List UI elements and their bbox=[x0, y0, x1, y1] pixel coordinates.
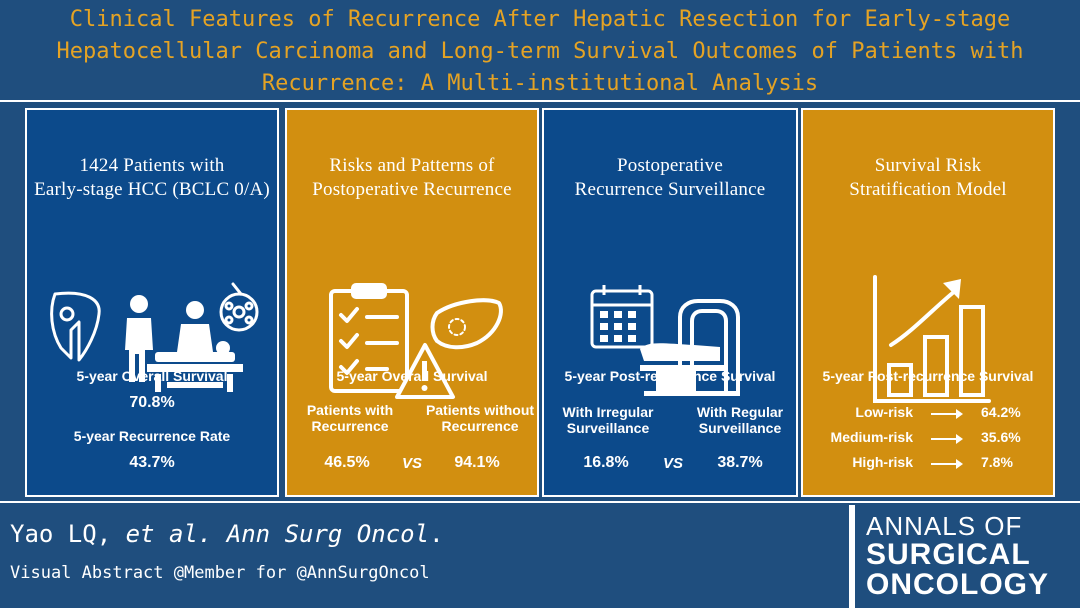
risk-label: Medium-risk bbox=[830, 429, 913, 445]
journal-name-line: ANNALS OF bbox=[866, 511, 1023, 541]
section-heading: 5-year Post-recurrence Survival bbox=[564, 368, 776, 384]
credit-line: Visual Abstract @Member for @AnnSurgOnco… bbox=[10, 563, 430, 583]
risk-row-low: Low-risk 64.2% bbox=[803, 404, 1053, 424]
footer-divider bbox=[849, 505, 855, 608]
arrow-right-icon bbox=[931, 459, 963, 469]
label-line: Surveillance bbox=[566, 420, 650, 436]
label-line: Recurrence bbox=[441, 418, 519, 434]
stat-value: 70.8% bbox=[129, 394, 175, 411]
panel-patients: 1424 Patients with Early-stage HCC (BCLC… bbox=[25, 108, 279, 497]
panel-title-line: Stratification Model bbox=[849, 179, 1007, 200]
risk-value: 35.6% bbox=[981, 429, 1021, 445]
group-label: With Regular Surveillance bbox=[684, 404, 796, 436]
panel-surveillance: Postoperative Recurrence Surveillance bbox=[542, 108, 798, 497]
citation: Yao LQ, et al. Ann Surg Oncol. bbox=[10, 520, 444, 548]
panel-title-line: Postoperative Recurrence bbox=[312, 179, 512, 200]
risk-row-high: High-risk 7.8% bbox=[803, 454, 1053, 474]
stat-label: 5-year Overall Survival bbox=[76, 368, 228, 384]
panel-recurrence-risk: Risks and Patterns of Postoperative Recu… bbox=[285, 108, 539, 497]
panel-title: Survival Risk Stratification Model bbox=[803, 154, 1053, 202]
panel-title: Postoperative Recurrence Surveillance bbox=[544, 154, 796, 202]
panel-title-line: 1424 Patients with bbox=[79, 155, 225, 176]
stat-value: 16.8% bbox=[583, 454, 629, 471]
title-line-2: Hepatocellular Carcinoma and Long-term S… bbox=[56, 39, 1024, 64]
group-label: Patients without Recurrence bbox=[421, 402, 539, 434]
title-line-1: Clinical Features of Recurrence After He… bbox=[69, 7, 1011, 32]
risk-row-medium: Medium-risk 35.6% bbox=[803, 429, 1053, 449]
vs-label: VS bbox=[401, 455, 422, 472]
calendar-ct-scanner-icon bbox=[590, 285, 740, 396]
citation-et-al: et al. bbox=[125, 520, 213, 548]
title-line-3: Recurrence: A Multi-institutional Analys… bbox=[261, 71, 819, 96]
page-title: Clinical Features of Recurrence After He… bbox=[0, 0, 1080, 100]
risk-label: High-risk bbox=[852, 454, 913, 470]
panel-title-line: Survival Risk bbox=[874, 155, 982, 176]
panel-title-line: Risks and Patterns of bbox=[329, 155, 495, 176]
bar-chart-growth-icon bbox=[873, 275, 991, 403]
label-line: Patients with bbox=[306, 402, 394, 418]
panel-title-line: Recurrence Surveillance bbox=[574, 179, 766, 200]
panel-risk-model: Survival Risk Stratification Model 5-yea… bbox=[801, 108, 1055, 497]
label-line: With Regular bbox=[696, 404, 784, 420]
journal-logo: ANNALS OF SURGICAL ONCOLOGY bbox=[866, 512, 1066, 600]
vs-label: VS bbox=[662, 455, 683, 472]
stat-label: 5-year Recurrence Rate bbox=[73, 428, 231, 444]
citation-period: . bbox=[429, 520, 444, 548]
group-label: Patients with Recurrence bbox=[295, 402, 405, 434]
risk-value: 7.8% bbox=[981, 454, 1013, 470]
risk-label: Low-risk bbox=[855, 404, 913, 420]
label-line: With Irregular bbox=[562, 404, 654, 420]
label-line: Recurrence bbox=[311, 418, 389, 434]
section-heading: 5-year Overall Survival bbox=[336, 368, 488, 384]
panel-title: 1424 Patients with Early-stage HCC (BCLC… bbox=[27, 154, 277, 202]
section-heading: 5-year Post-recurrence Survival bbox=[822, 368, 1034, 384]
stat-value: 46.5% bbox=[324, 454, 370, 471]
panel-title-line: Postoperative bbox=[616, 155, 724, 176]
stat-value: 94.1% bbox=[454, 454, 500, 471]
journal-name-line: ONCOLOGY bbox=[866, 568, 1050, 601]
journal-name-line: SURGICAL bbox=[866, 538, 1031, 571]
surgery-scene-icon bbox=[50, 282, 259, 392]
label-line: Patients without bbox=[425, 402, 535, 418]
panel-title-line: Early-stage HCC (BCLC 0/A) bbox=[34, 179, 270, 200]
arrow-right-icon bbox=[931, 434, 963, 444]
checklist-liver-warning-icon bbox=[329, 283, 503, 399]
citation-journal: Ann Surg Oncol bbox=[226, 520, 430, 548]
arrow-right-icon bbox=[931, 409, 963, 419]
stat-value: 43.7% bbox=[129, 454, 175, 471]
content-frame bbox=[0, 100, 1080, 503]
risk-value: 64.2% bbox=[981, 404, 1021, 420]
group-label: With Irregular Surveillance bbox=[548, 404, 668, 436]
panel-title: Risks and Patterns of Postoperative Recu… bbox=[287, 154, 537, 202]
stat-value: 38.7% bbox=[717, 454, 763, 471]
label-line: Surveillance bbox=[698, 420, 782, 436]
citation-authors: Yao LQ, bbox=[10, 520, 112, 548]
